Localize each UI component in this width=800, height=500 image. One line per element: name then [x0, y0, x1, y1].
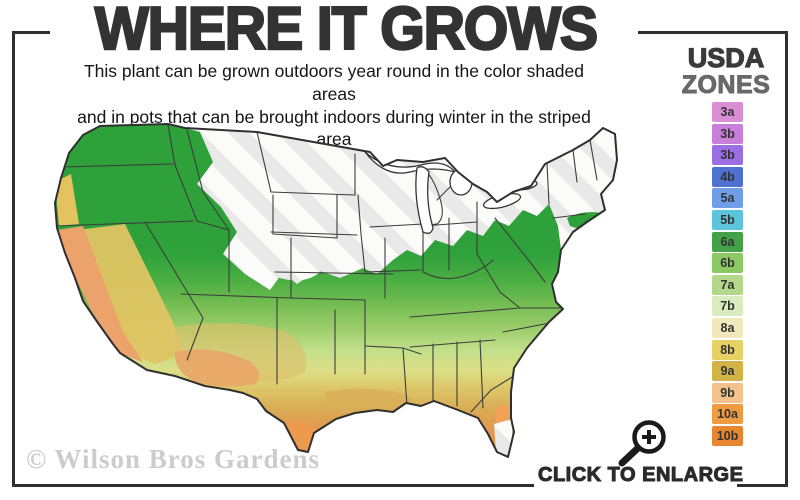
watermark: © Wilson Bros Gardens: [26, 444, 320, 474]
zone-chip-5b: 5b: [712, 209, 743, 230]
magnifier-plus-icon[interactable]: [612, 416, 670, 475]
great-lakes: [364, 151, 538, 234]
zone-chip-3b: 3b: [712, 123, 743, 144]
us-map-graphic: [54, 123, 618, 458]
zone-chip-3b: 3b: [712, 145, 743, 166]
frame-border-top-right: [638, 31, 788, 34]
zone-chip-3a: 3a: [712, 102, 743, 122]
south-florida-striped-area: [494, 419, 513, 456]
gulf-tan: [325, 388, 413, 413]
click-to-enlarge-button[interactable]: CLICK TO ENLARGE: [537, 464, 744, 487]
zone-legend: 3a 3b 3b 4b 5a 5b 6a 6b 7a 7b 8a 8b 9a 9b 10a 10b: [712, 102, 743, 446]
zone-chip-9b: 9b: [712, 382, 743, 403]
subtitle-line-1: This plant can be grown outdoors year ro…: [83, 61, 585, 104]
us-outline: [54, 123, 618, 458]
page-title: WHERE IT GROWS: [94, 0, 600, 64]
state-borders: [55, 124, 598, 413]
zone-chip-5a: 5a: [712, 188, 743, 209]
zone-chip-4b: 4b: [712, 166, 743, 187]
subtitle: This plant can be grown outdoors year ro…: [60, 60, 608, 151]
zone-chip-10b: 10b: [712, 425, 743, 446]
zone-chip-7b: 7b: [712, 296, 743, 317]
zone-chip-8a: 8a: [712, 317, 743, 338]
oregon-coast-yellow: [55, 174, 79, 226]
usda-zones-heading: USDA ZONES: [666, 43, 786, 100]
california-coast-orange: [57, 226, 143, 362]
zone-chip-9a: 9a: [712, 361, 743, 382]
zone-chip-7a: 7a: [712, 274, 743, 295]
usda-zone-map[interactable]: [25, 122, 675, 472]
zone-chip-8b: 8b: [712, 339, 743, 360]
frame-border-right: [785, 31, 788, 487]
zone-chip-10a: 10a: [712, 404, 743, 425]
zone-chip-6a: 6a: [712, 231, 743, 252]
color-shaded-area: [55, 124, 563, 457]
frame-border-bottom-right: [737, 484, 788, 487]
usda-label: USDA: [687, 43, 765, 73]
zones-label: ZONES: [681, 71, 771, 100]
arizona-orange: [174, 349, 260, 387]
frame-border-bottom-left: [12, 484, 534, 487]
zone-chip-6b: 6b: [712, 253, 743, 274]
frame-border-left: [12, 31, 15, 487]
frame-border-top-left: [12, 31, 50, 34]
